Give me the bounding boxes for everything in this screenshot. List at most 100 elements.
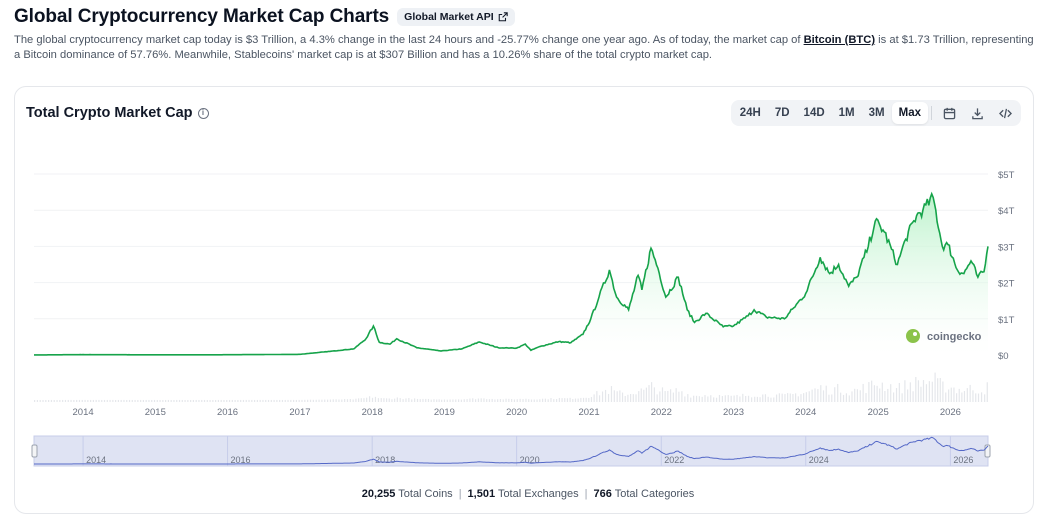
- volume-bar: [388, 398, 390, 402]
- volume-bar: [433, 399, 435, 402]
- volume-bar: [167, 399, 170, 402]
- volume-bar: [276, 399, 278, 402]
- volume-bar: [955, 393, 958, 402]
- volume-bar: [488, 399, 491, 402]
- range-7d-button[interactable]: 7D: [774, 107, 790, 119]
- volume-bar: [820, 385, 822, 402]
- volume-bar: [690, 397, 692, 402]
- volume-bar: [909, 382, 911, 402]
- volume-bar: [751, 397, 753, 402]
- bitcoin-link[interactable]: Bitcoin (BTC): [803, 34, 876, 46]
- volume-bar: [374, 396, 377, 402]
- volume-bar: [279, 399, 281, 402]
- embed-code-icon[interactable]: [991, 102, 1019, 124]
- volume-bar: [629, 394, 632, 402]
- volume-bar: [190, 399, 192, 402]
- volume-bar: [98, 399, 100, 402]
- volume-bar: [953, 387, 955, 402]
- global-market-api-button[interactable]: Global Market API: [397, 8, 515, 26]
- volume-bar: [528, 399, 530, 402]
- volume-bar: [733, 395, 735, 402]
- volume-bar: [598, 395, 601, 402]
- volume-bar: [764, 394, 767, 402]
- volume-bar: [718, 394, 721, 402]
- volume-bar: [324, 399, 326, 402]
- volume-bar: [346, 399, 349, 402]
- volume-bar: [380, 398, 382, 402]
- coingecko-watermark: coingecko: [906, 329, 982, 343]
- volume-bar: [856, 389, 859, 402]
- x-tick-label: 2026: [940, 407, 961, 418]
- volume-bar: [803, 393, 805, 402]
- volume-bar: [341, 399, 343, 402]
- volume-bar: [142, 399, 145, 402]
- volume-bar: [604, 389, 607, 402]
- volume-bar: [62, 399, 64, 402]
- volume-bar: [209, 399, 211, 402]
- volume-bar: [497, 399, 499, 402]
- volume-bar: [684, 396, 686, 402]
- volume-bar: [201, 399, 203, 402]
- total-categories-label: Total Categories: [614, 488, 695, 500]
- volume-bar: [284, 399, 286, 402]
- range-3m-button[interactable]: 3M: [868, 107, 885, 119]
- volume-bar: [405, 398, 407, 402]
- range-1m-button[interactable]: 1M: [838, 107, 855, 119]
- navigator-left-handle[interactable]: [31, 444, 38, 458]
- navigator-selection[interactable]: [33, 435, 989, 467]
- volume-bar: [544, 398, 546, 402]
- range-max-button[interactable]: Max: [891, 102, 928, 124]
- volume-bar: [414, 398, 416, 402]
- volume-bar: [928, 381, 930, 402]
- range-navigator[interactable]: 2014 2016 2018 2020 2022 2024 2026: [31, 435, 991, 467]
- calendar-icon[interactable]: [935, 102, 963, 124]
- volume-bar: [56, 399, 58, 402]
- total-coins-value: 20,255: [361, 488, 396, 500]
- total-exchanges-value: 1,501: [467, 488, 496, 500]
- volume-bar: [128, 399, 131, 402]
- volume-bar: [713, 397, 715, 402]
- volume-bar: [237, 399, 239, 402]
- volume-bar: [522, 399, 524, 402]
- volume-bar: [727, 395, 729, 402]
- volume-bar: [895, 388, 898, 402]
- volume-bar: [593, 394, 595, 402]
- range-24h-button[interactable]: 24H: [739, 107, 761, 119]
- volume-bar: [59, 399, 61, 402]
- navigator-tick-label: 2024: [809, 455, 829, 465]
- volume-bar: [301, 399, 303, 402]
- volume-bar: [251, 399, 253, 402]
- volume-bar: [707, 396, 709, 402]
- volume-bar: [828, 394, 830, 402]
- volume-bar: [762, 394, 764, 402]
- volume-bar: [430, 399, 432, 402]
- volume-bar: [881, 382, 883, 402]
- volume-bar: [137, 399, 139, 402]
- volume-bar: [511, 399, 513, 402]
- volume-bar: [585, 397, 587, 402]
- volume-bar: [558, 397, 560, 402]
- range-14d-button[interactable]: 14D: [803, 107, 825, 119]
- info-icon[interactable]: i: [197, 107, 209, 119]
- volume-bar: [383, 398, 385, 402]
- volume-bar: [134, 399, 136, 402]
- download-icon[interactable]: [963, 102, 991, 124]
- volume-bar: [695, 395, 698, 402]
- volume-bar: [627, 394, 629, 402]
- volume-bar: [477, 398, 480, 402]
- volume-bar: [837, 383, 839, 402]
- volume-bar: [240, 399, 242, 402]
- volume-bar: [550, 398, 552, 402]
- market-description: The global cryptocurrency market cap tod…: [14, 33, 1034, 63]
- volume-bar: [975, 393, 977, 402]
- volume-bar: [349, 399, 351, 402]
- volume-bar: [165, 399, 167, 402]
- volume-bar: [817, 389, 819, 402]
- volume-bar: [596, 391, 598, 402]
- volume-bar: [460, 399, 463, 402]
- market-stats-footer: 20,255 Total Coins | 1,501 Total Exchanges…: [0, 488, 1056, 500]
- volume-bar: [580, 397, 582, 402]
- volume-bar: [653, 387, 655, 402]
- volume-bar: [704, 395, 706, 402]
